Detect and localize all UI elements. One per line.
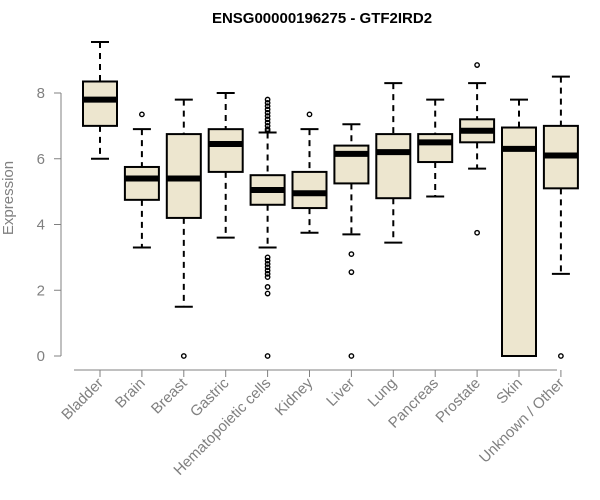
- outlier-point: [264, 264, 271, 271]
- box-skin: [501, 98, 537, 357]
- iqr-box: [291, 170, 328, 210]
- x-tick-label: Bladder: [58, 375, 107, 424]
- outlier-point: [474, 62, 480, 68]
- box-series: [82, 41, 579, 359]
- outlier-point: [264, 122, 271, 129]
- iqr-box: [375, 133, 412, 200]
- outlier-point: [180, 353, 187, 359]
- outlier-point: [264, 116, 271, 123]
- box-bladder: [82, 41, 118, 160]
- box-kidney: [291, 111, 328, 234]
- outlier-point: [264, 274, 271, 280]
- outlier-point: [264, 113, 271, 119]
- y-tick-label-6: 6: [37, 151, 45, 168]
- box-breast: [165, 98, 202, 359]
- outlier-point: [264, 96, 271, 103]
- outlier-point: [306, 111, 313, 118]
- box-lung: [375, 82, 412, 244]
- box-brain: [123, 111, 160, 249]
- x-tick-label: Kidney: [272, 374, 317, 419]
- box-pancreas: [417, 98, 454, 198]
- outlier-point: [474, 229, 480, 236]
- outlier-point: [264, 353, 271, 359]
- outlier-point: [264, 257, 271, 264]
- outlier-point: [348, 353, 355, 359]
- x-tick-label: Liver: [323, 375, 358, 410]
- outlier-point: [264, 261, 271, 267]
- box-prostate: [459, 62, 496, 236]
- iqr-box: [207, 128, 244, 173]
- outlier-point: [264, 109, 271, 116]
- x-tick-label: Breast: [148, 374, 191, 417]
- box-unknown-other: [542, 75, 579, 359]
- chart-title: ENSG00000196275 - GTF2IRD2: [212, 10, 432, 27]
- outlier-point: [264, 290, 271, 297]
- outlier-point: [264, 106, 271, 113]
- y-tick-label-4: 4: [37, 217, 45, 234]
- outlier-point: [264, 99, 271, 106]
- iqr-box: [123, 165, 160, 201]
- x-tick-label: Prostate: [432, 375, 484, 427]
- outlier-point: [264, 103, 271, 110]
- outlier-point: [348, 251, 355, 257]
- x-tick-label: Lung: [365, 375, 401, 411]
- y-tick-label-2: 2: [37, 282, 45, 299]
- outlier-point: [348, 269, 355, 276]
- y-tick-label-8: 8: [37, 85, 45, 102]
- y-tick-label-0: 0: [37, 348, 45, 365]
- iqr-box: [501, 126, 537, 357]
- y-axis-label: Expression: [0, 161, 17, 235]
- box-hematopoietic-cells: [249, 96, 286, 359]
- box-gastric: [207, 92, 244, 239]
- y-ticks: 0 2 4 6 8: [37, 85, 61, 365]
- outlier-point: [138, 111, 145, 118]
- outlier-point: [264, 119, 271, 126]
- outlier-point: [558, 353, 564, 359]
- iqr-box: [417, 133, 454, 164]
- iqr-box: [82, 80, 118, 127]
- x-tick-label: Skin: [493, 375, 526, 408]
- outlier-point: [264, 126, 271, 133]
- x-tick-label: Brain: [112, 375, 149, 412]
- outlier-point: [264, 284, 271, 290]
- box-liver: [333, 123, 370, 359]
- outlier-point: [264, 267, 271, 274]
- outlier-point: [264, 254, 271, 261]
- outlier-point: [264, 270, 271, 277]
